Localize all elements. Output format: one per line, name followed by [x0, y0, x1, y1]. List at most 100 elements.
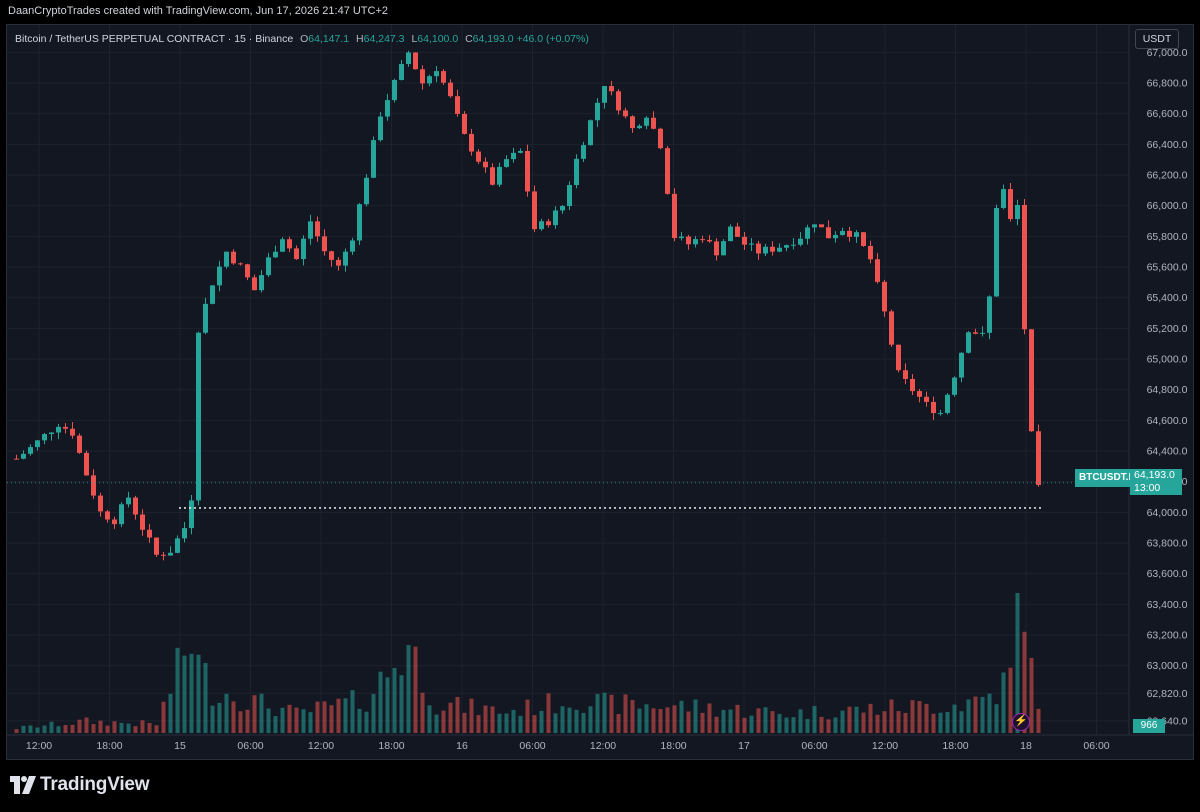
candle-body: [840, 230, 845, 236]
volume-bar: [399, 675, 404, 733]
volume-bar: [714, 716, 719, 733]
candle-body: [665, 148, 670, 194]
volume-bar: [1022, 631, 1027, 733]
footer-bar: TradingView: [0, 760, 1200, 812]
candle-body: [518, 150, 523, 153]
volume-bar: [70, 724, 75, 733]
volume-bar: [392, 668, 397, 733]
legend-symbol[interactable]: Bitcoin / TetherUS PERPETUAL CONTRACT · …: [15, 33, 294, 45]
y-axis-tick-label: 64,800.0: [1147, 384, 1188, 396]
currency-button[interactable]: USDT: [1135, 29, 1179, 49]
volume-bar: [1008, 667, 1013, 733]
candle-body: [651, 117, 656, 129]
candle-body: [784, 245, 789, 248]
volume-bar: [567, 707, 572, 733]
volume-bar: [735, 704, 740, 733]
candle-body: [637, 125, 642, 129]
candle-body: [119, 504, 124, 525]
volume-bar: [861, 712, 866, 733]
candle-body: [35, 440, 40, 448]
candle-body: [378, 116, 383, 141]
volume-bar: [161, 701, 166, 733]
volume-bar: [203, 662, 208, 733]
y-axis-tick-label: 64,400.0: [1147, 446, 1188, 458]
lightning-icon[interactable]: ⚡: [1012, 713, 1030, 731]
volume-bar: [77, 719, 82, 733]
candle-body: [1022, 204, 1027, 330]
volume-bar: [889, 699, 894, 733]
x-axis-tick-label: 06:00: [519, 740, 545, 752]
candle-body: [798, 238, 803, 245]
volume-bar: [987, 693, 992, 733]
candle-body: [462, 113, 467, 134]
candle-body: [973, 332, 978, 334]
volume-bar: [441, 710, 446, 733]
candle-body: [609, 86, 614, 92]
candle-body: [14, 458, 19, 460]
legend-high: 64,247.3: [363, 33, 405, 45]
volume-bar: [1036, 708, 1041, 733]
volume-bar: [469, 698, 474, 733]
volume-bar: [784, 717, 789, 733]
candle-body: [742, 236, 747, 245]
volume-bar: [798, 709, 803, 733]
candle-body: [749, 243, 754, 245]
volume-bar: [994, 704, 999, 733]
volume-bar: [119, 722, 124, 733]
candle-body: [581, 145, 586, 159]
candle-body: [245, 264, 250, 278]
y-axis-tick-label: 66,000.0: [1147, 200, 1188, 212]
candle-body: [91, 475, 96, 496]
volume-bar: [651, 708, 656, 733]
candle-body: [770, 246, 775, 252]
volume-bar: [273, 716, 278, 733]
volume-bar: [252, 695, 257, 733]
y-axis-tick-label: 63,400.0: [1147, 599, 1188, 611]
y-axis-tick-label: 65,400.0: [1147, 292, 1188, 304]
candle-body: [938, 412, 943, 414]
candle-body: [819, 224, 824, 228]
chart-pane[interactable]: 67,000.0 66,800.0 66,600.0 66,400.0 66,200.0…: [6, 24, 1194, 760]
candlestick-chart[interactable]: 67,000.0 66,800.0 66,600.0 66,400.0 66,200.0…: [7, 25, 1194, 760]
candle-body: [987, 296, 992, 333]
volume-bar: [168, 693, 173, 733]
candle-body: [21, 453, 26, 459]
volume-bar: [182, 655, 187, 733]
tradingview-logo[interactable]: TradingView: [10, 774, 150, 796]
candle-body: [875, 259, 880, 282]
candle-body: [945, 394, 950, 413]
candle-body: [273, 251, 278, 258]
volume-bar: [133, 726, 138, 733]
volume-bar: [910, 700, 915, 733]
volume-bar: [560, 706, 565, 733]
volume-bar: [539, 710, 544, 733]
volume-bar: [777, 713, 782, 733]
volume-bar: [980, 696, 985, 733]
volume-bar: [511, 709, 516, 733]
volume-bar: [287, 704, 292, 733]
candle-body: [553, 210, 558, 226]
volume-bar: [637, 708, 642, 733]
candle-body: [854, 232, 859, 237]
candle-body: [735, 226, 740, 237]
y-axis-tick-label: 65,000.0: [1147, 354, 1188, 366]
candle-body: [623, 110, 628, 117]
volume-bar: [819, 716, 824, 733]
volume-bar: [931, 713, 936, 733]
candle-body: [399, 64, 404, 80]
candle-body: [728, 226, 733, 242]
candle-body: [294, 248, 299, 260]
legend-open-key: O: [300, 33, 309, 45]
candle-body: [1001, 189, 1006, 208]
volume-bar: [805, 718, 810, 733]
candle-body: [630, 116, 635, 129]
candle-body: [28, 447, 33, 454]
candle-body: [385, 100, 390, 117]
volume-bar: [728, 709, 733, 733]
candle-body: [595, 102, 600, 121]
volume-bar: [595, 693, 600, 733]
volume-bar: [581, 712, 586, 733]
candle-body: [49, 432, 54, 435]
candle-body: [182, 528, 187, 539]
x-axis-tick-label: 12:00: [590, 740, 616, 752]
